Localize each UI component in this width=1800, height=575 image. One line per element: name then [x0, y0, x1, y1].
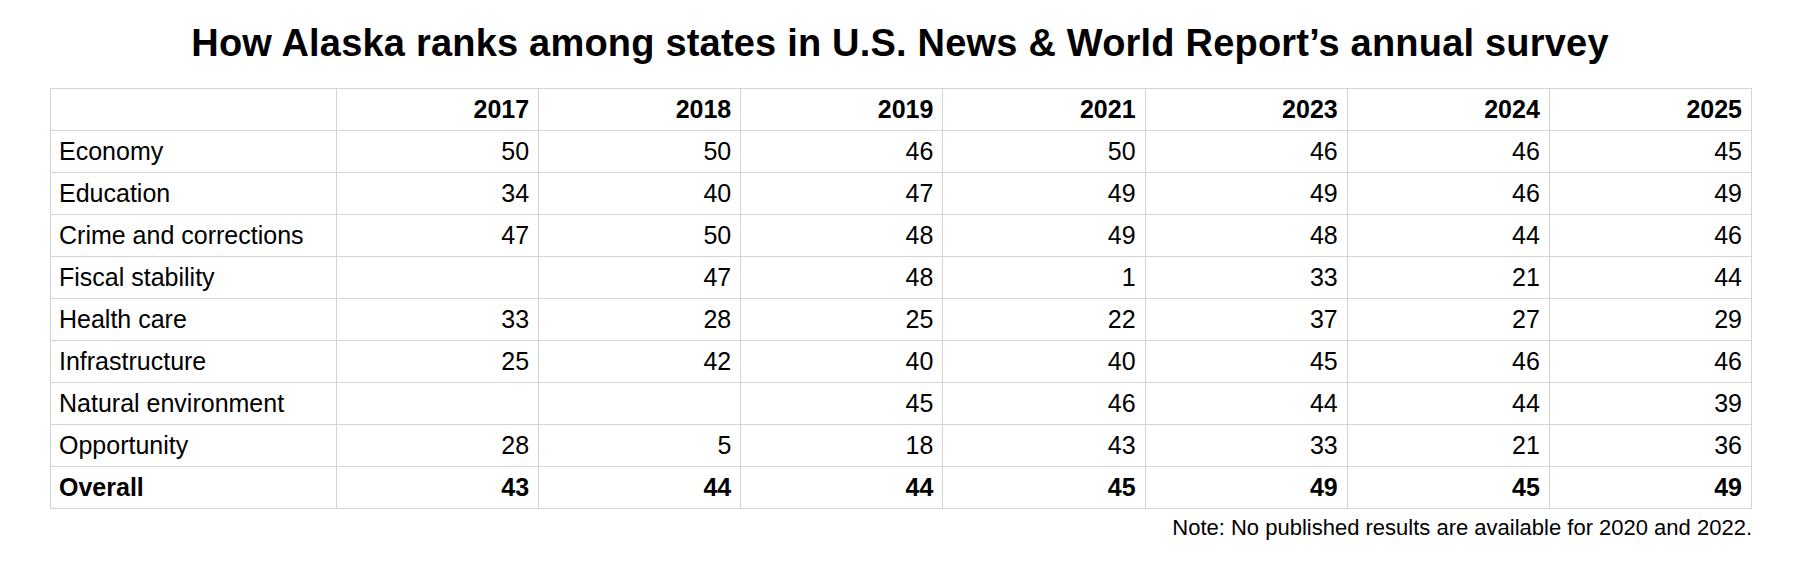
- rank-cell: 44: [1145, 383, 1347, 425]
- rank-cell: 46: [1549, 341, 1751, 383]
- year-header: 2019: [741, 89, 943, 131]
- corner-cell: [51, 89, 337, 131]
- rank-cell: 37: [1145, 299, 1347, 341]
- rank-cell: 45: [1347, 467, 1549, 509]
- rank-cell: 21: [1347, 257, 1549, 299]
- row-label: Economy: [51, 131, 337, 173]
- rank-cell: 46: [1347, 131, 1549, 173]
- rank-cell: 45: [1549, 131, 1751, 173]
- year-header: 2023: [1145, 89, 1347, 131]
- rank-cell: 33: [1145, 425, 1347, 467]
- row-label: Fiscal stability: [51, 257, 337, 299]
- rank-cell: 29: [1549, 299, 1751, 341]
- rank-cell: 18: [741, 425, 943, 467]
- year-header: 2017: [337, 89, 539, 131]
- table-row: Economy50504650464645: [51, 131, 1752, 173]
- row-label: Natural environment: [51, 383, 337, 425]
- rank-cell: 44: [741, 467, 943, 509]
- rank-cell: 44: [1347, 215, 1549, 257]
- table-row: Opportunity2851843332136: [51, 425, 1752, 467]
- rank-cell: 47: [337, 215, 539, 257]
- rank-cell: 49: [943, 173, 1145, 215]
- rank-cell: 40: [741, 341, 943, 383]
- row-label: Infrastructure: [51, 341, 337, 383]
- rank-cell: 49: [1145, 173, 1347, 215]
- rank-cell: 28: [337, 425, 539, 467]
- rank-cell: 43: [943, 425, 1145, 467]
- rank-cell: 36: [1549, 425, 1751, 467]
- rank-cell: 46: [741, 131, 943, 173]
- rank-cell: 44: [1347, 383, 1549, 425]
- rank-cell: 42: [539, 341, 741, 383]
- rank-cell: 25: [741, 299, 943, 341]
- rank-cell: 5: [539, 425, 741, 467]
- rank-cell: 22: [943, 299, 1145, 341]
- table-row: Education34404749494649: [51, 173, 1752, 215]
- rank-cell: 50: [943, 131, 1145, 173]
- rank-cell: 46: [1145, 131, 1347, 173]
- rank-cell: 1: [943, 257, 1145, 299]
- rank-cell: 46: [943, 383, 1145, 425]
- table-row: Crime and corrections47504849484446: [51, 215, 1752, 257]
- rank-cell: 45: [741, 383, 943, 425]
- rank-cell: 27: [1347, 299, 1549, 341]
- rank-cell: 40: [539, 173, 741, 215]
- rank-cell: 39: [1549, 383, 1751, 425]
- rank-cell: 48: [1145, 215, 1347, 257]
- rank-cell: 33: [1145, 257, 1347, 299]
- rank-cell: 45: [1145, 341, 1347, 383]
- row-label: Opportunity: [51, 425, 337, 467]
- rank-cell: 47: [539, 257, 741, 299]
- rank-cell: 28: [539, 299, 741, 341]
- year-header: 2025: [1549, 89, 1751, 131]
- header-row: 2017201820192021202320242025: [51, 89, 1752, 131]
- row-label: Health care: [51, 299, 337, 341]
- rank-cell: 49: [1549, 173, 1751, 215]
- rank-cell: 44: [539, 467, 741, 509]
- rank-cell: 44: [1549, 257, 1751, 299]
- rank-cell: 46: [1347, 173, 1549, 215]
- table-body: Economy50504650464645Education3440474949…: [51, 131, 1752, 509]
- rank-cell: 46: [1347, 341, 1549, 383]
- rank-cell: 48: [741, 257, 943, 299]
- rank-cell: 21: [1347, 425, 1549, 467]
- page-title: How Alaska ranks among states in U.S. Ne…: [0, 22, 1800, 65]
- rank-cell: 50: [539, 215, 741, 257]
- rank-cell: 25: [337, 341, 539, 383]
- year-header: 2024: [1347, 89, 1549, 131]
- rank-cell: 34: [337, 173, 539, 215]
- table-row: Infrastructure25424040454646: [51, 341, 1752, 383]
- rank-cell: 50: [539, 131, 741, 173]
- rank-cell: 48: [741, 215, 943, 257]
- table-row: Health care33282522372729: [51, 299, 1752, 341]
- rank-cell: [539, 383, 741, 425]
- table-row: Natural environment4546444439: [51, 383, 1752, 425]
- rank-cell: 49: [1549, 467, 1751, 509]
- year-header: 2018: [539, 89, 741, 131]
- rank-cell: 43: [337, 467, 539, 509]
- footnote: Note: No published results are available…: [1172, 515, 1752, 541]
- row-label: Overall: [51, 467, 337, 509]
- rank-cell: 50: [337, 131, 539, 173]
- page: How Alaska ranks among states in U.S. Ne…: [0, 0, 1800, 575]
- rank-cell: 45: [943, 467, 1145, 509]
- table-row: Overall43444445494549: [51, 467, 1752, 509]
- row-label: Crime and corrections: [51, 215, 337, 257]
- rank-cell: 33: [337, 299, 539, 341]
- rankings-table: 2017201820192021202320242025 Economy5050…: [50, 88, 1752, 509]
- rank-cell: 46: [1549, 215, 1751, 257]
- year-header: 2021: [943, 89, 1145, 131]
- rank-cell: [337, 257, 539, 299]
- table-header: 2017201820192021202320242025: [51, 89, 1752, 131]
- rank-cell: 47: [741, 173, 943, 215]
- row-label: Education: [51, 173, 337, 215]
- table-row: Fiscal stability 47481332144: [51, 257, 1752, 299]
- rank-cell: 49: [943, 215, 1145, 257]
- rank-cell: 40: [943, 341, 1145, 383]
- rank-cell: [337, 383, 539, 425]
- rank-cell: 49: [1145, 467, 1347, 509]
